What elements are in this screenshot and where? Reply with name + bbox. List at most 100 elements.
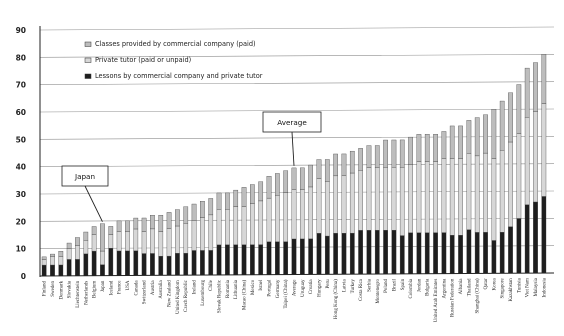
legend-swatch-lessons [84, 73, 92, 79]
gridline-70 [39, 81, 555, 85]
x-tick-label-sweden: Sweden [51, 280, 56, 296]
bar-israel-classes [258, 181, 264, 202]
bar-uruguay-lessons [299, 238, 305, 275]
x-tick-label-albania: Albania [459, 278, 464, 295]
bar-albania-tutor [458, 158, 463, 236]
bar-japan-tutor [100, 250, 105, 265]
bar-singapore-lessons [499, 232, 505, 274]
bar-slovakia-classes [66, 242, 72, 249]
bar-japan-lessons [100, 264, 105, 276]
callout-pointer-average [291, 131, 295, 166]
bar-qatar-classes [483, 114, 488, 154]
x-tick-label-austria: Austria [151, 280, 156, 296]
bar-tunisia-tutor [516, 133, 522, 219]
annotations: Japan Average [61, 111, 322, 222]
bar-colombia-tutor [408, 164, 413, 233]
x-tick-label-serbia: Serbia [367, 278, 372, 292]
bar-slovakia-tutor [66, 248, 72, 260]
bar-hungary-lessons [316, 233, 322, 275]
legend: Classes provided by commercial company (… [84, 40, 263, 80]
bar-taipei-china-lessons [283, 241, 289, 275]
bar-romania-lessons [225, 244, 230, 276]
legend-label-classes-provided-by-commercial-company-paid: Classes provided by commercial company (… [95, 40, 256, 48]
bar-chile-classes [208, 198, 214, 216]
bar-viet-nam-lessons [524, 204, 530, 274]
x-tick-label-singapore: Singapore [501, 277, 506, 298]
x-tick-label-usa: USA [126, 280, 131, 290]
bar-netherlands-lessons [83, 253, 89, 276]
bar-croatia-classes [308, 164, 313, 188]
bar-chile-lessons [208, 250, 214, 276]
bar-czech-republic-classes [183, 206, 189, 224]
x-tick-label-slovakia: Slovakia [68, 280, 73, 298]
bar-tunisia-lessons [516, 218, 522, 274]
bar-turkey-classes [349, 150, 355, 174]
x-tick-label-taipei-china: Taipei (China) [284, 279, 289, 308]
bar-brazil-classes [391, 139, 397, 168]
y-tick-labels: 0 10 20 30 40 50 60 70 80 90 [16, 26, 26, 281]
bar-indonesia-classes [541, 54, 547, 104]
bar-hong-kong-china-lessons [333, 233, 338, 275]
bar-ireland-classes [191, 203, 197, 221]
bar-slovak-republic-tutor [216, 209, 222, 246]
bar-australia-tutor [158, 231, 164, 257]
x-tick-label-germany: Germany [276, 279, 281, 298]
x-tick-label-viet-nam: Viet Nam [526, 278, 531, 297]
bar-macao-china-lessons [241, 244, 247, 275]
y-tick-label-10: 10 [16, 245, 26, 254]
x-tick-label-hungary: Hungary [317, 279, 322, 297]
bar-brazil-tutor [391, 167, 397, 231]
bar-iceland-tutor [108, 234, 114, 249]
y-tick-label-90: 90 [16, 26, 26, 35]
y-tick-label-70: 70 [16, 81, 26, 90]
x-tick-label-mexico: Mexico [251, 279, 256, 295]
bar-switzerland-tutor [141, 231, 147, 254]
x-tick-label-hong-kong-china: Hong Kong (China) [334, 279, 339, 319]
bar-malaysia-lessons [533, 201, 538, 274]
bar-indonesia-lessons [541, 196, 547, 274]
bar-latvia-classes [341, 153, 347, 176]
callout-label-japan: Japan [74, 172, 95, 181]
bar-thailand-lessons [466, 229, 472, 274]
bar-bulgaria-classes [424, 134, 430, 162]
bar-australia-lessons [158, 255, 164, 276]
bar-montenegro-lessons [374, 230, 380, 275]
bar-switzerland-lessons [141, 253, 147, 276]
bar-uruguay-classes [299, 167, 305, 190]
bar-montenegro-classes [374, 145, 380, 168]
bar-serbia-tutor [366, 167, 372, 231]
gridline-90 [39, 26, 555, 31]
bar-slovak-republic-classes [216, 192, 222, 210]
x-tick-label-slovak-republic: Slovak Republic [218, 279, 223, 313]
x-tick-label-denmark: Denmark [59, 280, 64, 299]
x-tick-label-latvia: Latvia [342, 278, 347, 292]
bar-spain-lessons [399, 235, 405, 275]
bar-france-classes [116, 220, 122, 232]
bar-thailand-classes [466, 120, 472, 154]
x-tick-label-shanghai-china: Shanghai (China) [476, 278, 481, 313]
bar-germany-lessons [275, 241, 280, 275]
callout-pointer-japan [84, 185, 103, 222]
bar-macao-china-classes [241, 187, 247, 207]
bar-serbia-lessons [366, 230, 372, 275]
bar-peru-classes [324, 159, 330, 182]
x-axis [39, 272, 555, 277]
y-tick-label-50: 50 [16, 135, 26, 144]
bar-finland-classes [41, 256, 47, 260]
bar-latvia-tutor [341, 175, 347, 234]
x-tick-label-canada: Canada [134, 280, 139, 296]
bar-belgium-tutor [91, 234, 97, 252]
legend-swatch-tutor [84, 57, 92, 63]
x-tick-label-japan: Japan [101, 280, 106, 292]
bar-uruguay-tutor [299, 189, 305, 240]
bar-switzerland-classes [141, 217, 147, 232]
bar-turkey-lessons [349, 232, 355, 275]
x-tick-label-israel: Israel [259, 279, 264, 291]
bar-viet-nam-tutor [524, 117, 530, 205]
bar-belgium-lessons [91, 250, 97, 276]
bar-spain-classes [399, 139, 405, 168]
bar-new-zealand-tutor [166, 228, 172, 257]
bar-argentina-classes [441, 131, 447, 159]
bar-thailand-tutor [466, 153, 472, 230]
